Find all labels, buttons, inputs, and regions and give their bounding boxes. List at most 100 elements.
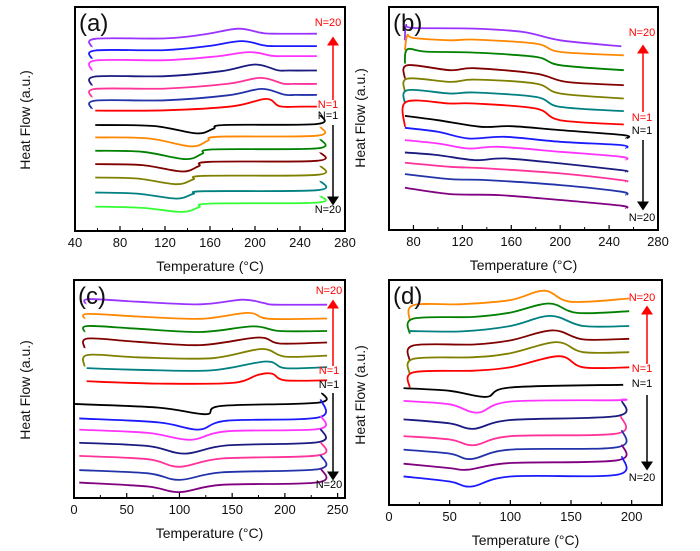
x-tick-label: 280 — [647, 234, 669, 249]
x-tick-label: 160 — [500, 234, 522, 249]
series-line — [79, 428, 327, 455]
series-line — [403, 383, 624, 398]
series-line — [406, 341, 630, 375]
annotation-n1-cooling: N=1 — [632, 125, 653, 137]
x-tick-label: 120 — [452, 234, 474, 249]
plot-frame — [388, 279, 663, 506]
series-line — [95, 164, 328, 186]
series-line — [403, 47, 624, 72]
annotation-n1-heating: N=1 — [632, 363, 653, 375]
x-tick-label: 200 — [274, 502, 296, 517]
panel-label: (d) — [393, 283, 422, 310]
series-line — [82, 348, 328, 367]
series-line — [403, 444, 628, 471]
annotation-n20-cooling: N=20 — [629, 472, 656, 484]
panel-b: 80 120 160 200 240 280 Temperature (°C) Heat Fl… — [352, 6, 669, 273]
series-line — [403, 415, 628, 447]
series-line — [95, 125, 327, 148]
series-line — [95, 151, 327, 173]
series-line — [79, 415, 327, 441]
series-line — [403, 398, 628, 414]
x-tick-label: 100 — [499, 509, 521, 524]
annotation-n1-cooling: N=1 — [319, 379, 340, 391]
x-tick-label: 150 — [221, 502, 243, 517]
annotation-n1-heating: N=1 — [319, 365, 340, 377]
panel-c: 0 50 100 150 200 250 Temperature (°C) Heat Flow… — [17, 279, 348, 541]
series-line — [88, 40, 317, 60]
series-line — [88, 51, 317, 71]
series-line — [95, 180, 328, 200]
x-tick-label: 200 — [621, 509, 643, 524]
series-line — [402, 77, 624, 100]
series-line — [79, 399, 327, 431]
x-tick-label: 200 — [549, 234, 571, 249]
annotation-n20-cooling: N=20 — [316, 479, 343, 491]
series-line — [82, 336, 328, 349]
x-tick-label: 120 — [154, 235, 176, 250]
series-line — [88, 63, 317, 86]
series-line — [82, 312, 328, 321]
series-line — [86, 360, 328, 372]
series-line — [409, 315, 630, 333]
series-line — [404, 173, 629, 196]
series-line — [88, 87, 317, 110]
series-line — [82, 325, 328, 333]
annotation-n20-heating: N=20 — [315, 17, 342, 29]
series-line — [83, 298, 328, 306]
series-line — [404, 161, 629, 183]
series-line — [404, 186, 629, 210]
x-axis-label: Temperature (°C) — [156, 525, 264, 541]
series-line — [406, 329, 630, 361]
x-tick-label: 80 — [406, 234, 420, 249]
x-axis-label: Temperature (°C) — [156, 258, 264, 274]
x-tick-label: 50 — [119, 502, 133, 517]
series-line — [95, 114, 326, 135]
panel-d: 0 50 100 150 200 Temperature (°C) Heat Flow (a… — [352, 279, 663, 548]
annotation-n20-cooling: N=20 — [629, 212, 656, 224]
series-line — [88, 27, 317, 48]
series-line — [404, 139, 629, 161]
series-line — [404, 126, 629, 150]
series-line — [403, 456, 628, 488]
annotation-n20-cooling: N=20 — [315, 204, 342, 216]
annotation-n1-cooling: N=1 — [632, 378, 653, 390]
annotation-n1-cooling: N=1 — [318, 110, 339, 122]
x-tick-label: 240 — [289, 235, 311, 250]
y-axis-label: Heat Flow (a.u.) — [17, 340, 33, 440]
series-line — [403, 429, 628, 460]
series-line — [402, 64, 624, 87]
series-line — [79, 454, 328, 481]
panel-label: (b) — [393, 10, 422, 37]
annotation-n1-heating: N=1 — [632, 112, 653, 124]
series-line — [79, 468, 328, 494]
x-tick-label: 160 — [199, 235, 221, 250]
series-line — [403, 400, 628, 430]
series-line — [406, 355, 630, 388]
series-line — [404, 114, 631, 140]
series-line — [403, 23, 622, 48]
series-line — [86, 372, 328, 385]
panel-label: (c) — [78, 283, 106, 310]
x-tick-label: 240 — [598, 234, 620, 249]
series-line — [95, 195, 327, 213]
series-line — [79, 441, 328, 468]
series-line — [95, 98, 317, 112]
series-line — [404, 33, 624, 57]
series-line — [406, 302, 630, 334]
series-line — [401, 99, 624, 127]
series-line — [73, 391, 328, 416]
x-tick-label: 0 — [385, 509, 392, 524]
series-line — [88, 76, 317, 99]
panel-label: (a) — [79, 10, 108, 37]
series-line — [402, 88, 624, 113]
plot-frame — [74, 6, 346, 232]
x-axis-label: Temperature (°C) — [472, 532, 580, 548]
x-tick-label: 0 — [70, 502, 77, 517]
y-axis-label: Heat Flow (a.u.) — [17, 70, 33, 170]
series-line — [95, 138, 327, 161]
annotation-n20-heating: N=20 — [316, 285, 343, 297]
annotation-n20-heating: N=20 — [629, 27, 656, 39]
x-tick-label: 280 — [334, 235, 356, 250]
series-line — [407, 289, 630, 321]
